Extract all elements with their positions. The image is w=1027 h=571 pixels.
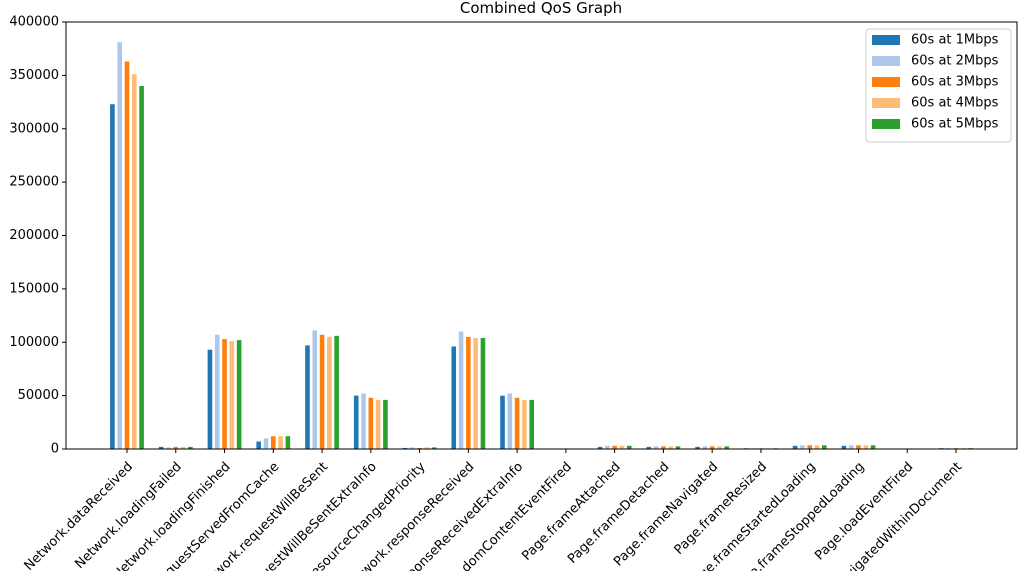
bar — [814, 445, 820, 449]
bar — [856, 445, 861, 449]
bar — [668, 446, 674, 449]
y-tick-label: 200000 — [9, 228, 59, 243]
bar — [424, 447, 430, 449]
bar — [431, 447, 437, 449]
bar — [417, 447, 422, 449]
legend-swatch — [872, 119, 900, 129]
bar — [327, 336, 332, 449]
bar — [848, 445, 854, 449]
legend-swatch — [872, 56, 900, 66]
bar — [709, 446, 715, 449]
bar — [702, 446, 708, 449]
bar — [612, 445, 617, 449]
bar — [278, 436, 283, 449]
bar — [173, 446, 179, 449]
bar — [305, 345, 310, 449]
bar — [863, 445, 869, 449]
bar — [312, 330, 318, 449]
bar — [214, 334, 220, 449]
bar — [597, 446, 603, 449]
bar — [117, 42, 122, 449]
legend-swatch — [872, 98, 900, 108]
bar — [222, 339, 227, 449]
bar — [409, 447, 415, 449]
bar — [402, 447, 408, 449]
bar — [270, 436, 276, 449]
y-tick-label: 0 — [51, 442, 59, 457]
legend: 60s at 1Mbps 60s at 2Mbps 60s at 3Mbps 60s … — [865, 28, 1012, 143]
bar — [626, 445, 632, 449]
bar — [870, 445, 876, 449]
bar — [458, 331, 464, 449]
y-tick-label: 150000 — [9, 281, 59, 296]
bar — [236, 340, 242, 449]
bar — [473, 337, 478, 449]
y-tick-label: 300000 — [9, 121, 59, 136]
bar — [807, 445, 813, 449]
bar — [368, 397, 374, 449]
bar — [841, 445, 847, 449]
legend-label: 60s at 5Mbps — [911, 117, 999, 132]
bar — [529, 399, 535, 449]
y-tick-label: 250000 — [9, 175, 59, 190]
bar — [285, 436, 291, 449]
bar — [451, 346, 457, 449]
bar — [383, 399, 388, 449]
chart-title: Combined QoS Graph — [460, 0, 622, 17]
y-tick-label: 400000 — [9, 15, 59, 30]
bar — [180, 446, 186, 449]
bar — [500, 395, 505, 449]
bar — [132, 74, 137, 450]
legend-label: 60s at 3Mbps — [911, 75, 999, 90]
bar — [110, 104, 115, 449]
bar — [256, 441, 261, 449]
bar — [188, 446, 193, 449]
bar — [507, 393, 513, 449]
bar — [675, 446, 681, 449]
bar — [353, 395, 359, 449]
bar — [522, 399, 527, 449]
bar — [229, 341, 235, 449]
bar — [319, 334, 325, 449]
legend-swatch — [872, 77, 900, 87]
bar — [480, 337, 486, 449]
bar — [695, 446, 700, 449]
y-tick-label: 100000 — [9, 335, 59, 350]
legend-label: 60s at 4Mbps — [911, 96, 999, 111]
bar — [514, 397, 520, 449]
bar — [646, 446, 652, 449]
bar — [158, 446, 164, 449]
bar — [653, 446, 659, 449]
bar — [605, 445, 610, 449]
bar — [717, 446, 722, 449]
bar — [375, 399, 381, 449]
bar — [792, 445, 798, 449]
plot-frame — [65, 21, 1018, 450]
bar — [334, 335, 339, 449]
bar — [166, 447, 171, 449]
bar — [661, 446, 666, 449]
y-tick-label: 350000 — [9, 68, 59, 83]
bar — [724, 446, 730, 449]
bar — [361, 393, 366, 449]
bar — [207, 349, 213, 449]
bar — [466, 336, 471, 449]
bar — [124, 61, 130, 450]
bar — [263, 438, 269, 449]
legend-swatch — [872, 35, 900, 45]
bar — [139, 86, 144, 450]
y-tick-label: 50000 — [18, 388, 59, 403]
bar — [800, 445, 805, 449]
bar — [822, 445, 827, 449]
bar — [619, 445, 625, 449]
legend-label: 60s at 2Mbps — [911, 54, 999, 69]
legend-label: 60s at 1Mbps — [911, 33, 999, 48]
legend-box — [865, 28, 1012, 143]
